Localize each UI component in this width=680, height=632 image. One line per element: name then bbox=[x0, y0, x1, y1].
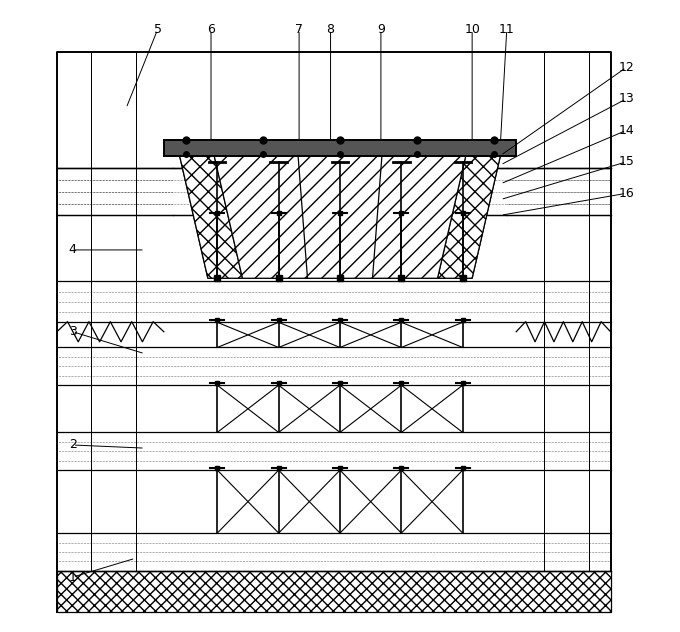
Text: 8: 8 bbox=[326, 23, 335, 36]
Text: 6: 6 bbox=[207, 23, 215, 36]
Polygon shape bbox=[214, 155, 466, 278]
Text: 9: 9 bbox=[377, 23, 385, 36]
Text: 15: 15 bbox=[618, 155, 634, 168]
Bar bbox=[164, 140, 516, 155]
Polygon shape bbox=[180, 155, 500, 278]
Text: 12: 12 bbox=[618, 61, 634, 74]
Text: 3: 3 bbox=[69, 325, 77, 338]
Bar bbox=[57, 571, 611, 612]
Polygon shape bbox=[437, 155, 500, 278]
Polygon shape bbox=[180, 155, 243, 278]
Text: 7: 7 bbox=[295, 23, 303, 36]
Text: 13: 13 bbox=[618, 92, 634, 106]
Text: 16: 16 bbox=[618, 187, 634, 200]
Text: 1: 1 bbox=[69, 571, 77, 583]
Text: 2: 2 bbox=[69, 439, 77, 451]
Text: 10: 10 bbox=[464, 23, 480, 36]
Text: 5: 5 bbox=[154, 23, 162, 36]
Text: 4: 4 bbox=[69, 243, 77, 257]
Text: 14: 14 bbox=[618, 124, 634, 137]
Text: 11: 11 bbox=[499, 23, 515, 36]
